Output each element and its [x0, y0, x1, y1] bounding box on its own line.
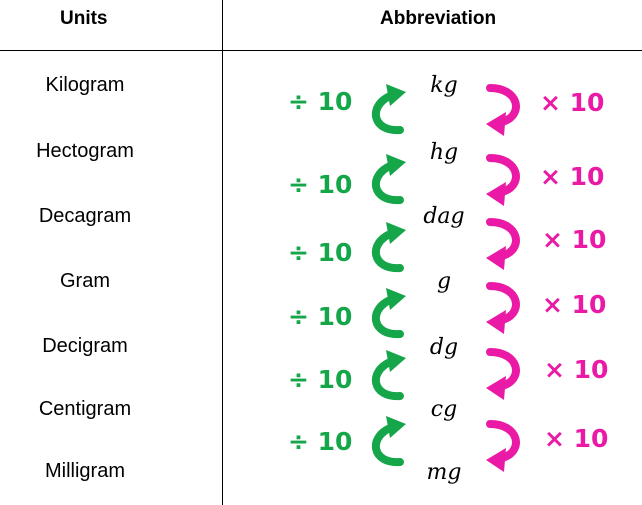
- unit-hectogram: Hectogram: [36, 140, 134, 162]
- unit-centigram: Centigram: [38, 398, 132, 420]
- multiply-label-6: × 10: [544, 424, 609, 453]
- divide-label-4: ÷ 10: [288, 302, 353, 331]
- multiply-label-1: × 10: [540, 88, 605, 117]
- divide-arrow-icon: [371, 154, 406, 205]
- abbr-dg: dg: [429, 335, 459, 360]
- unit-decagram: Decagram: [38, 205, 132, 227]
- divide-label-5: ÷ 10: [288, 365, 353, 394]
- abbr-kg: kg: [430, 73, 458, 98]
- abbr-g: g: [436, 269, 452, 294]
- column-divider: [222, 0, 223, 505]
- divide-arrow-icon: [371, 416, 406, 467]
- multiply-arrow-icon: [486, 282, 520, 334]
- divide-arrow-icon: [371, 350, 406, 401]
- abbreviation-column-header: Abbreviation: [380, 8, 497, 29]
- multiply-arrow-icon: [486, 154, 520, 206]
- header-divider: [0, 50, 642, 51]
- divide-arrow-icon: [371, 84, 406, 135]
- units-column-header: Units: [60, 8, 108, 29]
- divide-label-3: ÷ 10: [288, 238, 353, 267]
- unit-milligram: Milligram: [45, 460, 125, 482]
- multiply-label-5: × 10: [544, 355, 609, 384]
- divide-label-1: ÷ 10: [288, 87, 353, 116]
- unit-kilogram: Kilogram: [45, 74, 125, 96]
- divide-arrow-icon: [371, 222, 406, 273]
- divide-arrow-icon: [371, 288, 406, 339]
- abbr-mg: mg: [426, 460, 462, 485]
- multiply-label-2: × 10: [540, 162, 605, 191]
- multiply-arrow-icon: [486, 348, 520, 400]
- unit-gram: Gram: [60, 270, 110, 292]
- multiply-label-4: × 10: [542, 290, 607, 319]
- abbr-hg: hg: [429, 140, 459, 165]
- multiply-arrow-icon: [486, 84, 520, 136]
- unit-decigram: Decigram: [42, 335, 128, 357]
- multiply-arrow-icon: [486, 420, 520, 472]
- divide-label-6: ÷ 10: [288, 427, 353, 456]
- abbr-dag: dag: [423, 204, 465, 229]
- multiply-arrow-icon: [486, 218, 520, 270]
- abbr-cg: cg: [430, 397, 458, 422]
- multiply-label-3: × 10: [542, 225, 607, 254]
- divide-label-2: ÷ 10: [288, 170, 353, 199]
